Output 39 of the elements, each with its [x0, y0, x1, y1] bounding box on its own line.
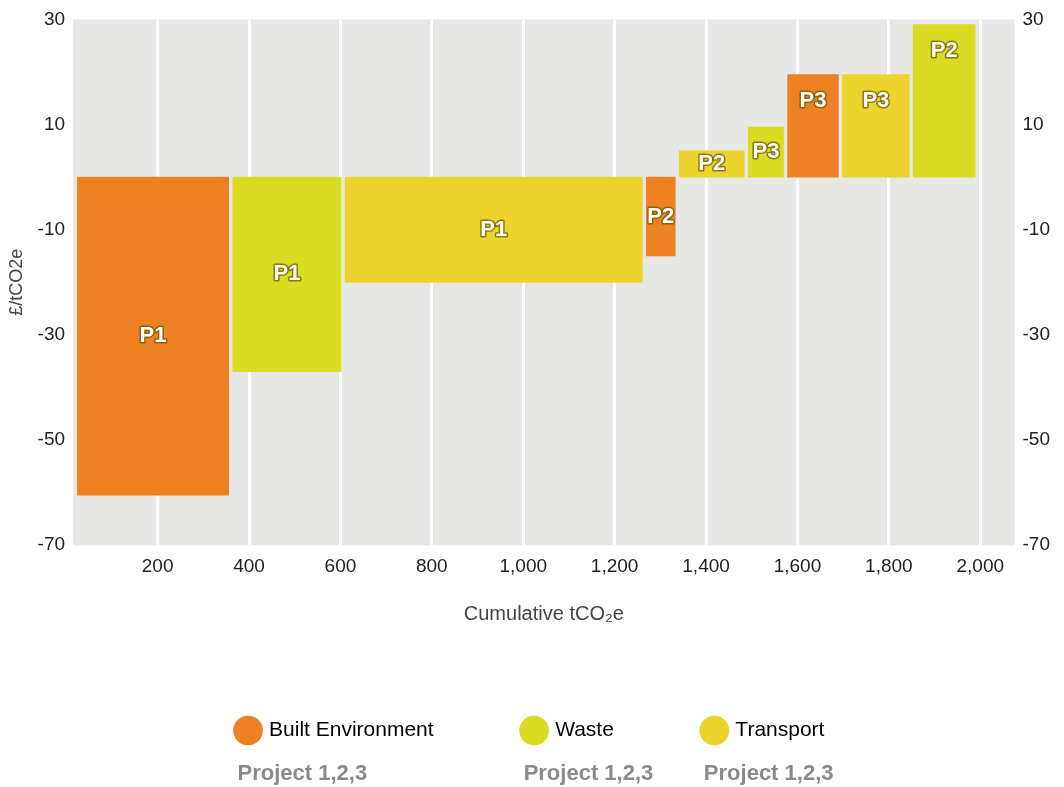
data-label: P3 [799, 86, 827, 112]
x-tick-label: 1,200 [590, 554, 639, 576]
y-tick-label: 10 [43, 112, 66, 134]
data-label: P1 [139, 322, 167, 348]
legend-label: Transport [735, 717, 825, 741]
x-tick-label: 600 [324, 554, 357, 576]
data-label: P2 [647, 202, 675, 228]
y2-tick-label: -30 [1022, 323, 1051, 345]
text: Project 1,2,3 [703, 760, 834, 786]
y-tick-label: -10 [37, 217, 66, 239]
y2-tick-label: -10 [1022, 217, 1051, 239]
data-label: P1 [273, 260, 301, 286]
text: Project 1,2,3 [237, 760, 368, 786]
y-axis-title: £/tCO2e [5, 248, 26, 316]
x-tick-label: 400 [233, 554, 265, 576]
x-tick-label: 800 [415, 554, 448, 576]
x-tick-label: 1,400 [682, 554, 730, 576]
y-tick-label: 30 [43, 7, 66, 29]
data-label: P2 [930, 36, 958, 62]
data-label: P3 [752, 138, 780, 164]
y-tick-label: -50 [37, 428, 66, 450]
y-tick-label: -30 [37, 323, 66, 345]
x-tick-label: 1,000 [499, 554, 548, 576]
y2-tick-label: -50 [1022, 428, 1051, 450]
y-tick-label: -70 [37, 533, 66, 555]
x-tick-label: 2,000 [956, 554, 1005, 576]
legend-label: Waste [555, 717, 614, 741]
y2-tick-label: -70 [1022, 533, 1051, 555]
x-tick-label: 1,600 [773, 554, 822, 576]
data-label: P2 [698, 150, 726, 176]
y2-tick-label: 10 [1022, 112, 1044, 134]
data-label: P1 [480, 215, 508, 241]
x-tick-label: 200 [141, 554, 174, 576]
x-axis-title: Cumulative tCO₂e [463, 601, 624, 624]
y2-tick-label: 30 [1022, 7, 1044, 29]
legend-label: Built Environment [269, 717, 434, 741]
data-label: P3 [862, 86, 890, 112]
x-tick-label: 1,800 [865, 554, 913, 576]
text: Project 1,2,3 [523, 760, 654, 786]
